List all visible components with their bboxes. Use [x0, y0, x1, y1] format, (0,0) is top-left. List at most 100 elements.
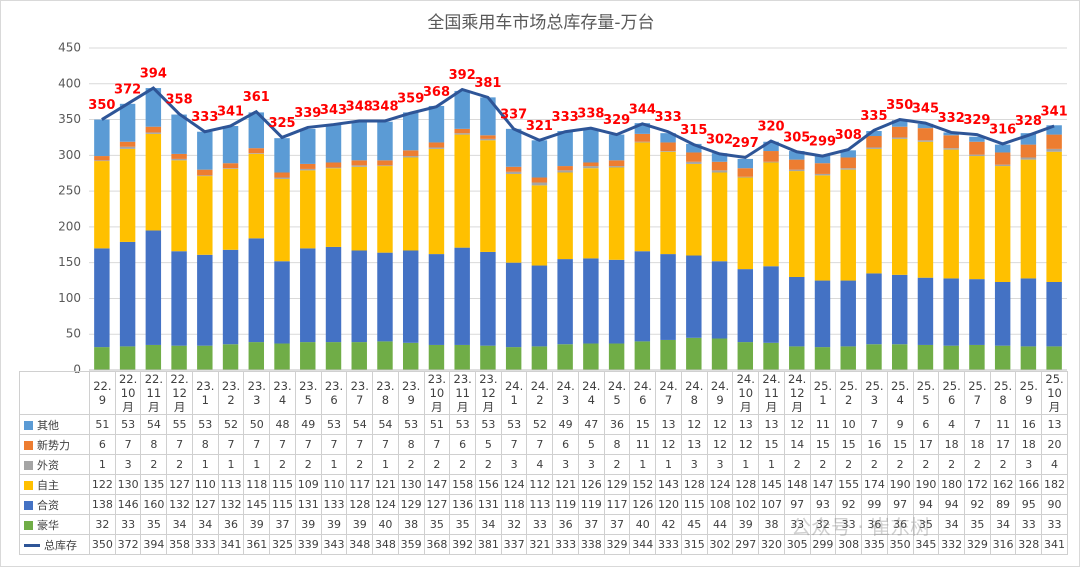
table-cell: 38 — [758, 514, 785, 535]
bar-segment — [145, 132, 162, 134]
legend-label: 新势力 — [37, 438, 70, 452]
table-cell: 110 — [191, 474, 219, 495]
table-cell: 17 — [912, 434, 940, 455]
table-cell: 34 — [989, 514, 1017, 535]
bar-segment — [454, 344, 470, 370]
bar-segment — [274, 261, 290, 344]
data-label: 308 — [835, 128, 862, 143]
data-table: 22.9 22.10月 22.11月 22.12月 23.1 23.2 23.3 23.4 23… — [19, 371, 1068, 555]
table-cell: 36 — [861, 514, 888, 535]
table-cell: 39 — [346, 514, 374, 535]
table-cell: 97 — [783, 494, 811, 515]
table-cell: 7 — [294, 434, 322, 455]
bar-segment — [608, 259, 625, 344]
bar-segment — [969, 156, 985, 280]
table-cell: 127 — [191, 494, 219, 515]
table-header-row: 22.9 22.10月 22.11月 22.12月 23.1 23.2 23.3 23.4 23… — [19, 371, 1068, 415]
table-cell: 48 — [269, 414, 296, 435]
bar-segment — [634, 142, 651, 252]
bar-segment — [583, 168, 599, 259]
bar-segment — [686, 143, 702, 153]
bar-segment — [248, 153, 265, 239]
bar-segment — [505, 171, 522, 174]
watermark: 公众号 · 崔东树 — [791, 515, 931, 539]
bar-segment — [505, 128, 522, 167]
bar-segment — [428, 344, 445, 370]
table-cell: 297 — [732, 534, 760, 555]
table-cell: 3 — [114, 454, 142, 475]
table-cell: 13 — [680, 434, 708, 455]
table-cell: 33 — [1015, 514, 1043, 535]
category-cell: 24.2 — [526, 371, 554, 415]
y-tick-label: 350 — [58, 112, 81, 126]
data-label: 394 — [140, 67, 167, 82]
bar-segment — [737, 168, 754, 177]
table-cell: 3 — [1015, 454, 1043, 475]
bar-segment — [634, 123, 651, 134]
y-tick-label: 50 — [66, 327, 81, 341]
category-cell: 24.12月 — [783, 371, 811, 415]
category-cell: 25.9 — [1015, 371, 1043, 415]
table-cell: 10 — [835, 414, 863, 435]
table-cell: 124 — [706, 474, 734, 495]
table-cell: 34 — [191, 514, 219, 535]
table-cell: 325 — [269, 534, 296, 555]
bar-segment — [789, 159, 805, 170]
bar-segment — [686, 337, 702, 370]
table-cell: 13 — [1041, 414, 1068, 435]
data-label: 392 — [449, 68, 476, 83]
table-cell: 124 — [372, 494, 399, 515]
table-cell: 9 — [886, 414, 914, 435]
bar-segment — [557, 259, 573, 345]
table-cell: 333 — [191, 534, 219, 555]
table-cell: 2 — [346, 454, 374, 475]
bar-segment — [763, 151, 779, 162]
legend-label: 豪华 — [37, 518, 59, 532]
bar-segment — [377, 166, 393, 253]
table-cell: 53 — [114, 414, 142, 435]
category-cell: 24.7 — [655, 371, 682, 415]
table-cell: 102 — [732, 494, 760, 515]
table-cell: 15 — [886, 434, 914, 455]
bar-segment — [608, 167, 625, 260]
bar-segment — [454, 133, 470, 135]
table-cell: 128 — [732, 474, 760, 495]
bar-segment — [402, 157, 419, 251]
bar-segment — [222, 168, 239, 169]
table-cell: 166 — [1015, 474, 1043, 495]
table-cell: 1 — [191, 454, 219, 475]
table-cell: 321 — [526, 534, 554, 555]
bar-segment — [634, 133, 651, 142]
bar-segment — [763, 141, 779, 152]
table-cell: 2 — [397, 454, 425, 475]
table-cell: 35 — [140, 514, 168, 535]
table-cell: 2 — [449, 454, 477, 475]
bar-segment — [1046, 151, 1062, 282]
table-cell: 112 — [526, 474, 554, 495]
table-cell: 16 — [1015, 414, 1043, 435]
table-cell: 94 — [938, 494, 965, 515]
table-cell: 2 — [938, 454, 965, 475]
table-cell: 2 — [140, 454, 168, 475]
table-cell: 34 — [938, 514, 965, 535]
bar-segment — [1046, 148, 1062, 152]
table-cell: 302 — [706, 534, 734, 555]
table-cell: 361 — [243, 534, 271, 555]
y-tick-label: 0 — [73, 363, 81, 374]
bar-segment — [711, 170, 728, 173]
row-header: 外资 — [19, 454, 90, 475]
table-row: 总库存 350 372 394 358 333 341 361 325 339 343 348 348 3… — [19, 534, 1068, 555]
table-cell: 33 — [1041, 514, 1068, 535]
bar-segment — [840, 157, 856, 169]
table-cell: 115 — [269, 474, 296, 495]
bar-segment — [145, 230, 162, 345]
data-label: 315 — [680, 123, 707, 138]
bar-segment — [1046, 281, 1062, 347]
table-cell: 18 — [1015, 434, 1043, 455]
row-header: 合资 — [19, 494, 90, 515]
table-cell: 190 — [886, 474, 914, 495]
category-cell: 23.4 — [269, 371, 296, 415]
legend-key — [24, 501, 33, 510]
table-cell: 133 — [320, 494, 348, 515]
